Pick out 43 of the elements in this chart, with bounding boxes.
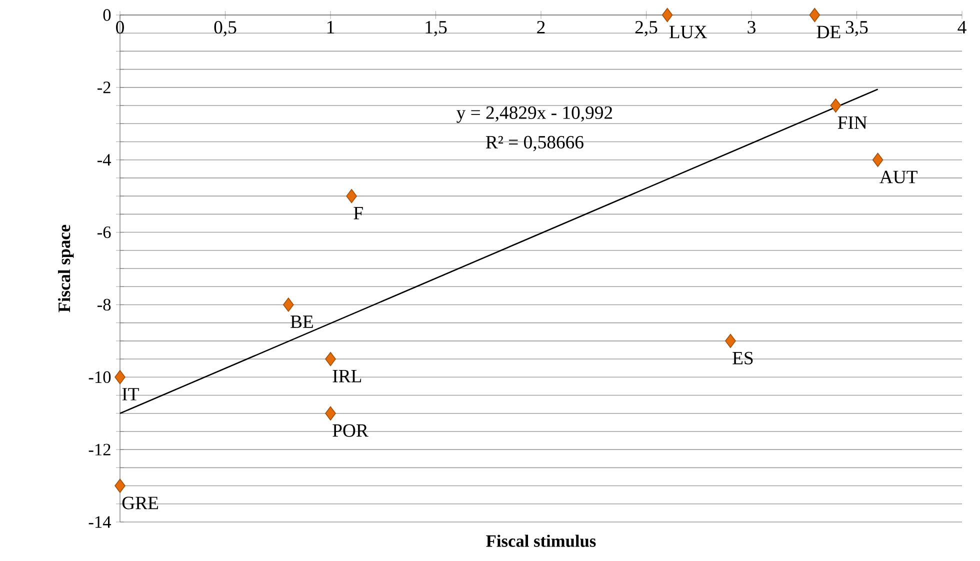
point xyxy=(662,8,673,22)
annotation: IT xyxy=(122,388,139,400)
point xyxy=(830,98,842,113)
point xyxy=(809,8,820,22)
y-axis-title: Fiscal space xyxy=(58,224,74,312)
y-tick-label: -10 xyxy=(88,371,111,383)
x-tick-label: 1 xyxy=(327,21,334,34)
annotation: LUX xyxy=(669,26,707,38)
annotation: IRL xyxy=(332,370,362,382)
x-tick-label: 4 xyxy=(958,21,966,34)
annotation: POR xyxy=(332,424,368,437)
annotation: y = 2,4829x - 10,992 xyxy=(456,106,612,123)
x-tick-label: 3,5 xyxy=(846,21,868,36)
annotation: GRE xyxy=(122,496,158,510)
x-tick-label: 2 xyxy=(537,21,545,34)
annotation: DE xyxy=(816,26,840,38)
annotation: R² = 0,58666 xyxy=(486,136,584,152)
x-tick-label: 3 xyxy=(748,21,756,34)
y-tick-label: -14 xyxy=(88,516,112,528)
point xyxy=(114,478,126,493)
point xyxy=(725,334,736,348)
x-axis-title: Fiscal stimulus xyxy=(486,534,596,547)
point xyxy=(114,370,126,384)
annotation: ES xyxy=(732,352,753,364)
y-tick-label: 0 xyxy=(103,9,111,21)
point xyxy=(346,189,357,204)
point xyxy=(872,152,884,167)
x-tick-label: 0,5 xyxy=(214,21,236,36)
point xyxy=(325,352,336,366)
point xyxy=(283,298,294,312)
y-tick-label: -12 xyxy=(88,444,110,456)
annotation: BE xyxy=(290,316,313,328)
annotation: AUT xyxy=(880,170,918,184)
point xyxy=(325,406,336,420)
x-tick-label: 2,5 xyxy=(635,21,658,36)
y-tick-label: -8 xyxy=(98,298,111,311)
x-tick-label: 0 xyxy=(116,21,124,34)
y-tick-label: -4 xyxy=(98,154,112,166)
x-tick-label: 1,5 xyxy=(426,21,447,36)
y-tick-label: -6 xyxy=(98,226,111,238)
annotation: FIN xyxy=(838,116,867,129)
y-tick-label: -2 xyxy=(98,82,110,94)
annotation: F xyxy=(354,206,363,220)
